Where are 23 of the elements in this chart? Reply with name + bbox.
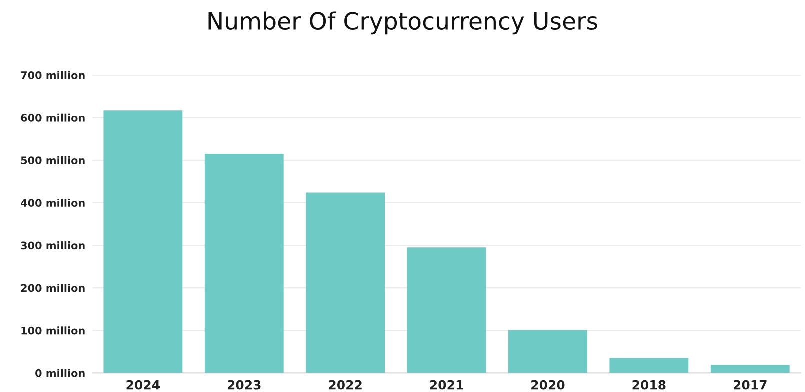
- bar: [610, 358, 689, 374]
- x-tick-label: 2023: [228, 380, 261, 390]
- x-tick-label: 2018: [632, 380, 666, 390]
- bar: [508, 330, 588, 374]
- y-tick-label: 100 million: [22, 326, 85, 335]
- x-tick-label: 2022: [329, 380, 362, 390]
- bar: [710, 365, 790, 374]
- bar: [204, 154, 284, 374]
- x-tick-label: 2024: [126, 380, 160, 390]
- y-tick-label: 300 million: [21, 242, 85, 250]
- y-tick-label: 0 million: [36, 369, 85, 378]
- x-tick-label: 2021: [430, 380, 464, 390]
- bar: [306, 192, 386, 374]
- y-tick-label: 200 million: [21, 284, 85, 292]
- chart-title: Number Of Cryptocurrency Users: [208, 12, 598, 35]
- bar: [407, 248, 486, 374]
- x-tick-label: 2017: [734, 380, 767, 390]
- y-tick-label: 700 million: [21, 71, 85, 80]
- y-tick-label: 600 million: [21, 114, 85, 122]
- y-tick-label: 400 million: [21, 198, 85, 208]
- x-tick-label: 2020: [532, 380, 565, 390]
- bar: [104, 110, 183, 374]
- y-tick-label: 500 million: [21, 156, 85, 164]
